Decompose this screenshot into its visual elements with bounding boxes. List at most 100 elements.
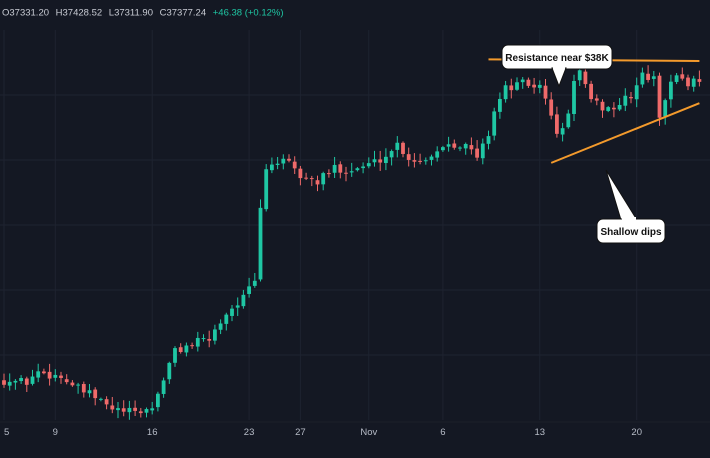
candle-1 bbox=[7, 373, 12, 391]
candle-7 bbox=[42, 368, 46, 375]
candle-body-4 bbox=[24, 378, 29, 385]
candle-body-5 bbox=[30, 376, 35, 384]
candle-32 bbox=[184, 342, 189, 357]
candle-series bbox=[2, 65, 702, 420]
candle-47 bbox=[270, 157, 274, 174]
candle-106 bbox=[606, 106, 611, 113]
candle-97 bbox=[555, 106, 559, 138]
candle-33 bbox=[190, 342, 194, 349]
candle-18 bbox=[104, 396, 109, 410]
candle-67 bbox=[384, 148, 388, 171]
candle-body-49 bbox=[281, 158, 286, 164]
candle-body-121 bbox=[691, 78, 696, 87]
candle-body-64 bbox=[366, 163, 371, 167]
candle-43 bbox=[247, 277, 251, 298]
candle-70 bbox=[401, 141, 405, 158]
candle-75 bbox=[429, 154, 434, 166]
candle-49 bbox=[281, 154, 286, 170]
candle-91 bbox=[520, 77, 525, 89]
candle-body-96 bbox=[549, 99, 554, 116]
candle-59 bbox=[338, 161, 343, 179]
candle-41 bbox=[235, 297, 240, 316]
candle-108 bbox=[617, 98, 622, 112]
candle-98 bbox=[560, 122, 565, 142]
candle-74 bbox=[423, 157, 428, 165]
candle-body-53 bbox=[304, 177, 308, 179]
candle-body-92 bbox=[526, 79, 531, 86]
candle-80 bbox=[458, 146, 462, 152]
candle-body-34 bbox=[195, 337, 200, 347]
candle-body-122 bbox=[697, 79, 702, 82]
candle-body-67 bbox=[384, 156, 388, 164]
x-tick-label: 27 bbox=[295, 427, 306, 438]
candle-72 bbox=[412, 153, 417, 168]
candle-99 bbox=[566, 109, 571, 129]
candle-57 bbox=[327, 169, 331, 178]
candle-27 bbox=[156, 391, 160, 412]
candle-89 bbox=[509, 78, 514, 99]
candle-body-109 bbox=[623, 95, 628, 106]
candle-113 bbox=[646, 65, 650, 83]
candle-111 bbox=[634, 77, 639, 108]
candle-body-95 bbox=[543, 85, 548, 99]
x-tick-label: 23 bbox=[244, 427, 255, 438]
candle-95 bbox=[543, 79, 548, 105]
x-tick-label: 6 bbox=[440, 427, 445, 438]
candle-63 bbox=[361, 162, 365, 174]
candle-64 bbox=[366, 157, 371, 169]
candle-44 bbox=[252, 272, 257, 288]
candle-body-28 bbox=[161, 380, 166, 394]
candle-104 bbox=[594, 94, 599, 106]
candle-79 bbox=[452, 139, 457, 150]
candle-50 bbox=[287, 154, 291, 163]
candle-81 bbox=[463, 142, 468, 155]
candle-46 bbox=[264, 164, 269, 212]
candle-34 bbox=[195, 331, 200, 352]
candle-body-41 bbox=[235, 305, 240, 308]
candle-115 bbox=[657, 72, 662, 126]
candle-body-24 bbox=[138, 411, 143, 414]
candle-body-73 bbox=[418, 160, 422, 162]
candle-body-62 bbox=[355, 168, 360, 171]
candle-body-3 bbox=[19, 378, 23, 382]
candle-102 bbox=[583, 67, 588, 88]
candle-86 bbox=[492, 107, 497, 141]
candle-11 bbox=[64, 374, 69, 385]
candle-52 bbox=[298, 165, 303, 186]
candle-21 bbox=[121, 400, 126, 417]
candle-body-12 bbox=[70, 382, 75, 386]
candle-105 bbox=[600, 99, 605, 118]
candle-body-26 bbox=[150, 408, 155, 411]
candle-body-23 bbox=[133, 407, 137, 411]
candle-71 bbox=[406, 147, 411, 167]
support-trendline bbox=[550, 102, 700, 164]
candle-body-59 bbox=[338, 164, 343, 173]
candle-92 bbox=[526, 77, 531, 88]
candle-body-71 bbox=[406, 154, 411, 160]
candle-31 bbox=[178, 343, 183, 354]
candle-26 bbox=[150, 401, 155, 415]
candle-body-82 bbox=[469, 145, 474, 150]
x-tick-label: 13 bbox=[535, 427, 546, 438]
candle-53 bbox=[304, 172, 308, 181]
candle-93 bbox=[532, 77, 536, 94]
candle-body-55 bbox=[315, 180, 320, 185]
candle-10 bbox=[59, 371, 63, 384]
candle-68 bbox=[389, 149, 394, 166]
candle-body-46 bbox=[264, 169, 269, 210]
candle-76 bbox=[435, 146, 440, 162]
candle-22 bbox=[127, 400, 132, 420]
candle-body-103 bbox=[589, 83, 593, 100]
candle-62 bbox=[355, 167, 360, 172]
candle-8 bbox=[47, 363, 52, 386]
candle-118 bbox=[674, 72, 679, 85]
candle-38 bbox=[218, 319, 223, 335]
candle-120 bbox=[686, 74, 690, 91]
candle-body-56 bbox=[321, 173, 326, 185]
candle-4 bbox=[24, 376, 29, 392]
candle-body-37 bbox=[213, 329, 217, 341]
candle-body-89 bbox=[509, 85, 514, 91]
candle-51 bbox=[292, 156, 297, 175]
x-tick-label: 16 bbox=[147, 427, 158, 438]
